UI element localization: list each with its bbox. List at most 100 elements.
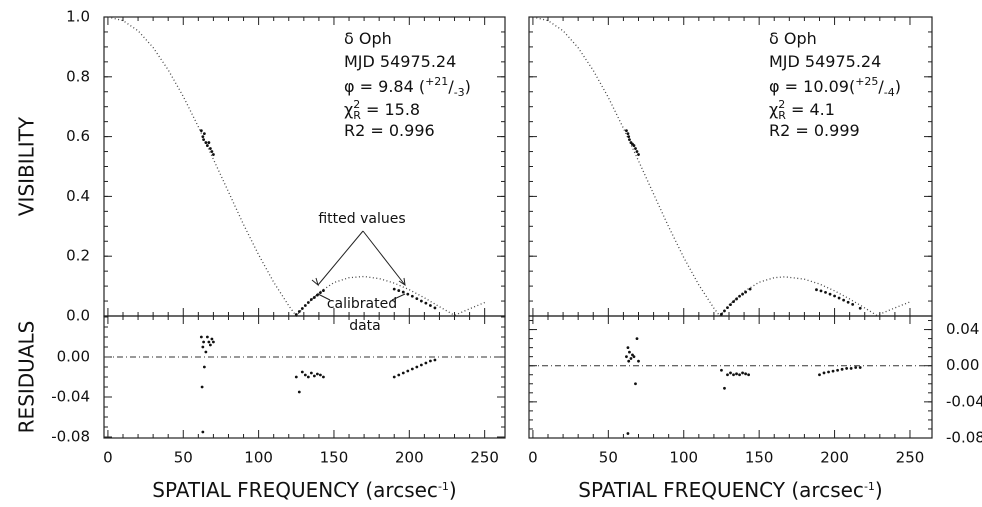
callout-arrows <box>311 230 406 301</box>
y-tick-label: 0.0 <box>66 307 90 325</box>
data-point <box>747 373 750 377</box>
data-point <box>202 138 206 141</box>
y-tick-label: 0.6 <box>66 127 90 145</box>
data-point <box>819 289 823 293</box>
x-tick-label: 200 <box>395 449 424 467</box>
data-point <box>738 373 741 377</box>
text-part: 2 <box>778 98 785 111</box>
data-point <box>201 345 205 349</box>
y-tick-label: -0.08 <box>946 429 982 447</box>
data-point <box>744 372 747 376</box>
data-point <box>635 337 639 340</box>
text-part: φ = 10.09( <box>769 77 855 96</box>
data-point <box>815 288 818 292</box>
data-point <box>401 290 405 294</box>
data-point <box>406 292 410 296</box>
data-point <box>738 294 741 298</box>
data-point <box>294 313 298 316</box>
data-point <box>212 153 215 156</box>
data-point <box>397 289 401 292</box>
data-point <box>205 335 209 339</box>
data-point <box>854 366 858 369</box>
data-point <box>201 430 205 434</box>
data-point <box>208 343 212 347</box>
data-point <box>842 298 846 302</box>
data-point <box>627 135 631 139</box>
data-point <box>845 367 849 370</box>
text-part: -1 <box>438 480 449 493</box>
data-point <box>415 297 419 301</box>
data-point <box>199 335 203 339</box>
data-point <box>312 296 316 299</box>
data-point <box>424 301 428 305</box>
data-point <box>318 291 322 295</box>
data-point <box>726 306 729 310</box>
text-part: / <box>878 77 884 96</box>
y-tick-label: 0.8 <box>66 67 90 85</box>
data-point <box>833 294 836 298</box>
text-part: ) <box>895 77 901 96</box>
data-point <box>207 340 211 344</box>
data-point <box>741 371 744 375</box>
data-point <box>419 363 423 367</box>
data-point <box>846 300 850 304</box>
text-part: / <box>448 77 454 96</box>
data-point <box>632 144 636 147</box>
data-point <box>300 307 304 310</box>
data-point <box>315 293 319 297</box>
data-point <box>637 359 640 363</box>
data-point <box>629 357 633 360</box>
data-point <box>849 367 853 370</box>
annotation: φ = 9.84 (+21/-3) <box>344 75 471 99</box>
data-point <box>397 373 401 377</box>
text-part: δ Oph <box>344 29 392 48</box>
text-part: +25 <box>855 75 878 88</box>
data-point <box>433 306 437 310</box>
arrow <box>317 293 331 301</box>
data-point <box>744 290 747 294</box>
data-point <box>312 374 316 378</box>
data-point <box>723 309 726 313</box>
data-point <box>626 346 630 350</box>
data-point <box>208 147 212 150</box>
data-point <box>723 386 726 390</box>
text-part: χ <box>769 100 778 119</box>
text-part: ) <box>875 478 883 502</box>
data-point <box>429 304 432 307</box>
x-tick-label: 0 <box>103 449 113 467</box>
annotation: MJD 54975.24 <box>769 52 881 71</box>
data-point <box>720 312 723 316</box>
y-tick-label: -0.04 <box>946 392 982 410</box>
data-point <box>732 300 735 304</box>
data-point <box>626 132 630 136</box>
text-part: R2 = 0.999 <box>769 121 860 140</box>
y-tick-label: 1.0 <box>66 8 90 26</box>
data-point <box>628 350 631 354</box>
data-point <box>429 359 432 363</box>
data-point <box>297 390 301 394</box>
text-part: MJD 54975.24 <box>344 52 456 71</box>
text-part: R <box>778 109 786 122</box>
data-point <box>424 361 428 365</box>
data-point <box>625 355 628 359</box>
annotation: SPATIAL FREQUENCY (arcsec-1) <box>152 478 456 502</box>
y-tick-label: 0.00 <box>57 348 90 366</box>
data-point <box>831 369 835 373</box>
data-point <box>824 290 827 294</box>
data-point <box>322 375 325 379</box>
data-point <box>309 371 313 375</box>
data-point <box>732 373 735 377</box>
text-part: MJD 54975.24 <box>769 52 881 71</box>
text-part: +21 <box>425 75 448 88</box>
data-point <box>836 368 839 372</box>
callout: fitted values <box>318 211 405 227</box>
text-part: ) <box>449 478 457 502</box>
data-point <box>212 340 215 344</box>
y-axis-label: RESIDUALS <box>15 321 39 434</box>
data-point <box>406 369 410 373</box>
x-tick-label: 150 <box>320 449 349 467</box>
data-point <box>315 372 319 376</box>
data-point <box>729 303 732 307</box>
text-part: = 15.8 <box>361 100 420 119</box>
